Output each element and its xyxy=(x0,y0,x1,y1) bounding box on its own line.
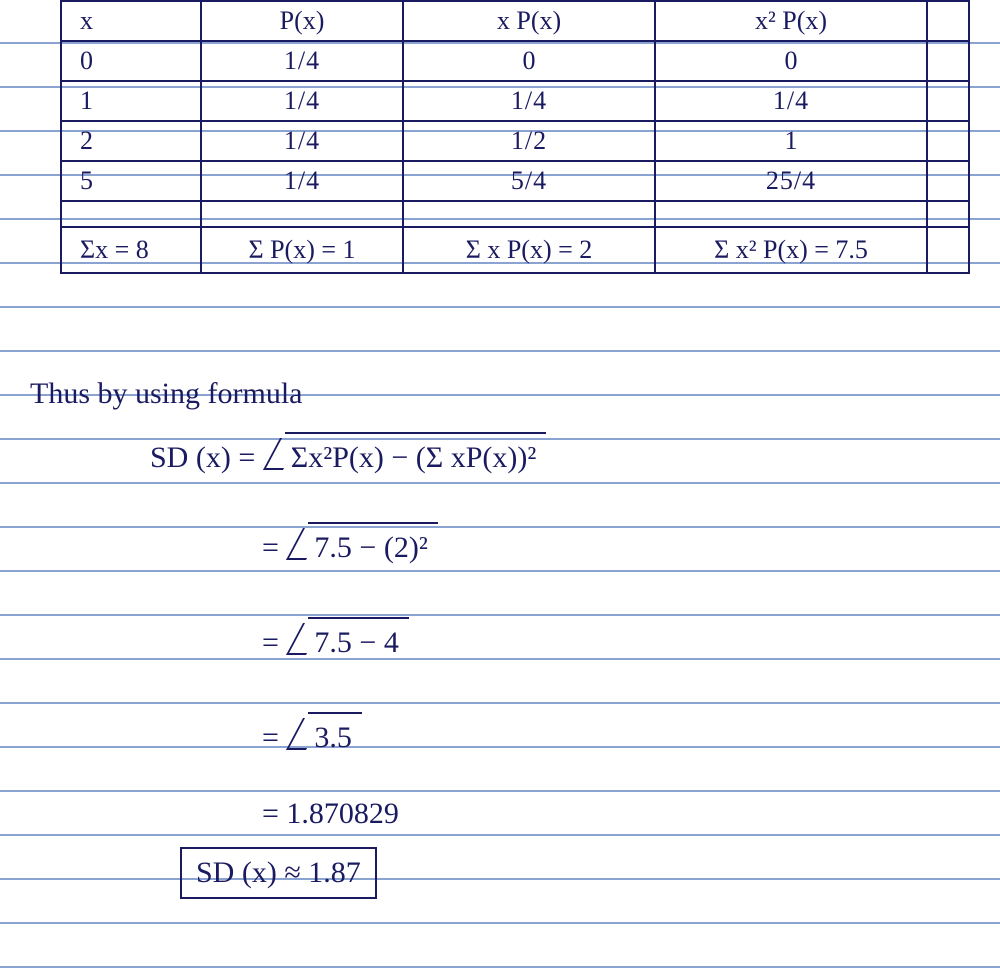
equals-sign: = xyxy=(262,721,279,754)
cell: 0 xyxy=(403,41,655,81)
sqrt-icon: 7.5 − (2)² xyxy=(286,522,437,570)
table-row: 5 1/4 5/4 25/4 xyxy=(61,161,969,201)
sqrt-icon: 7.5 − 4 xyxy=(286,617,408,665)
table-header-row: x P(x) x P(x) x² P(x) xyxy=(61,1,969,41)
table-spacer xyxy=(927,41,969,81)
step-4: = 3.5 xyxy=(262,712,362,760)
step-3: = 7.5 − 4 xyxy=(262,617,409,665)
table-spacer xyxy=(927,1,969,41)
step-2: = 7.5 − (2)² xyxy=(262,522,438,570)
cell: 1/4 xyxy=(201,81,403,121)
sum-x2px: Σ x² P(x) = 7.5 xyxy=(655,227,927,273)
cell: 1/4 xyxy=(201,41,403,81)
table-spacer xyxy=(927,121,969,161)
sum-px: Σ P(x) = 1 xyxy=(201,227,403,273)
cell: 5 xyxy=(61,161,201,201)
formula-line: SD (x) = Σx²P(x) − (Σ xP(x))² xyxy=(150,432,546,480)
table-row: 0 1/4 0 0 xyxy=(61,41,969,81)
cell: 5/4 xyxy=(403,161,655,201)
cell: 1/2 xyxy=(403,121,655,161)
cell: 0 xyxy=(655,41,927,81)
col-header-x: x xyxy=(61,1,201,41)
cell: 0 xyxy=(61,41,201,81)
radicand-3: 7.5 − 4 xyxy=(308,617,408,665)
cell: 1 xyxy=(655,121,927,161)
result-line: SD (x) ≈ 1.87 xyxy=(180,847,377,899)
sqrt-icon: 3.5 xyxy=(286,712,362,760)
cell: 1/4 xyxy=(655,81,927,121)
col-header-px: P(x) xyxy=(201,1,403,41)
equals-sign: = xyxy=(262,626,279,659)
cell: 1/4 xyxy=(201,161,403,201)
equals-sign: = xyxy=(262,531,279,564)
table-row: 2 1/4 1/2 1 xyxy=(61,121,969,161)
table-spacer xyxy=(927,161,969,201)
table-row: 1 1/4 1/4 1/4 xyxy=(61,81,969,121)
result-box: SD (x) ≈ 1.87 xyxy=(180,847,377,899)
cell: 1/4 xyxy=(403,81,655,121)
cell: 1/4 xyxy=(201,121,403,161)
sum-xpx: Σ x P(x) = 2 xyxy=(403,227,655,273)
probability-table: x P(x) x P(x) x² P(x) 0 1/4 0 0 1 1/4 1/… xyxy=(60,0,970,274)
col-header-xpx: x P(x) xyxy=(403,1,655,41)
intro-text: Thus by using formula xyxy=(30,372,302,416)
table-gap-row xyxy=(61,201,969,227)
radicand-2: 7.5 − (2)² xyxy=(308,522,437,570)
step-5: = 1.870829 xyxy=(262,792,399,836)
col-header-x2px: x² P(x) xyxy=(655,1,927,41)
sqrt-icon: Σx²P(x) − (Σ xP(x))² xyxy=(263,432,547,480)
radicand-4: 3.5 xyxy=(308,712,362,760)
radicand-1: Σx²P(x) − (Σ xP(x))² xyxy=(285,432,547,480)
table-summary-row: Σx = 8 Σ P(x) = 1 Σ x P(x) = 2 Σ x² P(x)… xyxy=(61,227,969,273)
cell: 25/4 xyxy=(655,161,927,201)
table-spacer xyxy=(927,81,969,121)
table-spacer xyxy=(927,227,969,273)
cell: 2 xyxy=(61,121,201,161)
sum-x: Σx = 8 xyxy=(61,227,201,273)
lhs: SD (x) = xyxy=(150,441,255,474)
cell: 1 xyxy=(61,81,201,121)
notebook-page: x P(x) x P(x) x² P(x) 0 1/4 0 0 1 1/4 1/… xyxy=(0,0,1000,976)
